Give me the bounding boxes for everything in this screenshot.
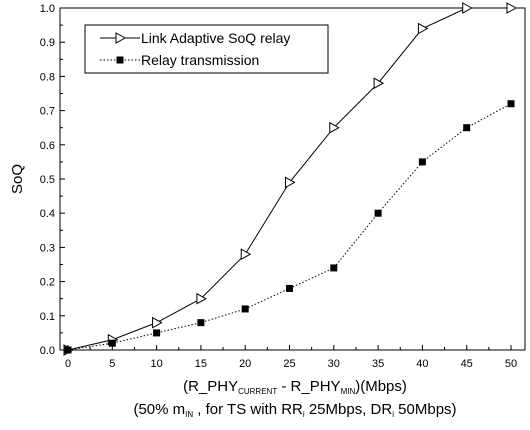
x-label-part: 25Mbps, DR (304, 401, 393, 418)
square-point (64, 346, 72, 354)
x-label-part: 50Mbps) (394, 401, 457, 418)
y-tick-label: 0.1 (40, 311, 55, 323)
triangle-point (329, 121, 340, 134)
triangle-point (417, 22, 429, 35)
x-axis-condition-label: (50% mIN , for TS with RRi 25Mbps, DRi 5… (60, 401, 530, 419)
triangle-point (373, 77, 385, 90)
x-tick-label: 5 (109, 358, 115, 370)
triangle-point (462, 2, 473, 14)
y-tick-label: 0.4 (40, 208, 55, 220)
x-tick-label: 50 (505, 358, 517, 370)
square-point (116, 56, 124, 64)
triangle-point (152, 316, 163, 329)
x-axis-ticks: 0 5 10 15 20 25 30 35 40 45 50 (65, 345, 517, 370)
x-label-subscript: CURRENT (238, 387, 278, 396)
y-tick-label: 0.9 (40, 37, 55, 49)
x-label-subscript: i (392, 410, 394, 419)
x-tick-label: 30 (328, 358, 340, 370)
y-tick-label: 0.2 (40, 277, 55, 289)
triangle-point (115, 32, 127, 44)
series-relay-transmission (64, 100, 515, 354)
triangle-point (240, 248, 252, 261)
square-point (153, 329, 161, 337)
x-tick-label: 45 (461, 358, 473, 370)
x-label-part: (50% m (133, 401, 186, 418)
series-line (67, 103, 512, 351)
x-tick-label: 20 (239, 358, 251, 370)
y-tick-label: 0.8 (40, 71, 55, 83)
square-point (241, 305, 249, 313)
square-point (418, 158, 426, 166)
x-label-subscript: i (302, 410, 305, 419)
x-label-part: (R_PHY (183, 378, 239, 395)
legend-label: Link Adaptive SoQ relay (141, 30, 290, 46)
x-label-subscript: IN (185, 410, 194, 419)
y-tick-label: 1.0 (40, 3, 55, 15)
legend: Link Adaptive SoQ relay Relay transmissio… (84, 24, 329, 74)
square-point (330, 264, 338, 272)
square-point (286, 284, 293, 292)
y-axis-ticks: 0.0 0.1 0.2 0.3 0.4 0.5 0.6 0.7 0.8 0.9 1.0 (40, 3, 65, 357)
x-tick-label: 25 (283, 358, 295, 370)
triangle-point (506, 2, 518, 14)
y-tick-label: 0.6 (40, 140, 55, 152)
x-axis-label: (R_PHYCURRENT - R_PHYMIN)(Mbps) (60, 378, 530, 396)
x-label-part: )(Mbps) (355, 378, 407, 395)
y-tick-label: 0.3 (40, 242, 55, 254)
square-point (108, 339, 116, 347)
y-tick-label: 0.5 (40, 174, 55, 186)
x-label-subscript: MIN (340, 387, 356, 396)
x-label-part: - R_PHY (277, 378, 341, 395)
square-point (507, 100, 515, 108)
legend-box (84, 24, 329, 74)
y-axis-label: SoQ (9, 164, 26, 194)
series-layer (63, 2, 518, 356)
x-tick-label: 10 (150, 358, 162, 370)
x-tick-label: 35 (372, 358, 384, 370)
square-point (374, 209, 382, 217)
triangle-point (196, 292, 207, 305)
legend-label: Relay transmission (141, 52, 259, 68)
square-point (197, 319, 205, 327)
square-point (463, 124, 471, 132)
x-tick-label: 0 (65, 358, 71, 370)
x-tick-label: 15 (195, 358, 207, 370)
triangle-point (285, 176, 296, 189)
y-tick-label: 0.0 (40, 345, 55, 357)
x-tick-label: 40 (416, 358, 428, 370)
y-tick-label: 0.7 (40, 106, 55, 118)
x-label-part: , for TS with RR (193, 401, 303, 418)
